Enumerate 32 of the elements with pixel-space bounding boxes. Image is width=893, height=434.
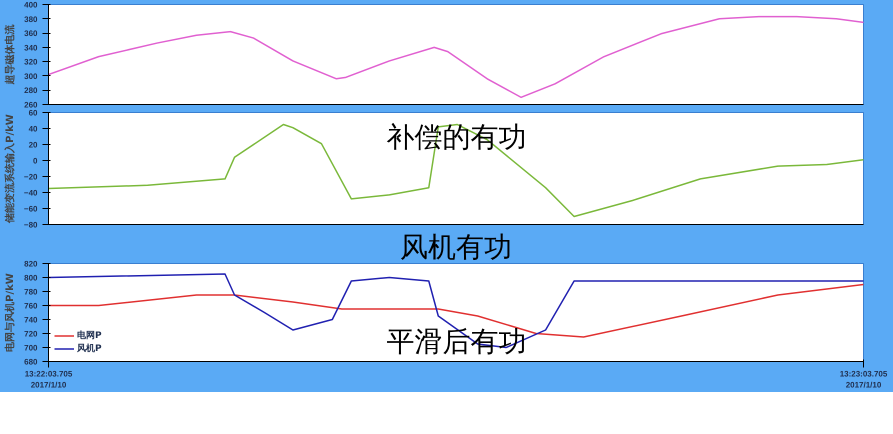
legend-label: 风机P <box>77 342 102 355</box>
y-tick-label: 720 <box>24 330 38 338</box>
y-tick-label: −80 <box>24 220 38 230</box>
y-tick-label: 260 <box>24 100 38 110</box>
y-tick-label: −60 <box>24 204 38 214</box>
y-tick-label: 360 <box>24 29 38 38</box>
x-tick-label: 13:22:03.705 2017/1/10 <box>24 370 73 390</box>
y-axis-title: 电网与风机P/kW <box>4 273 16 352</box>
y-tick-label: 820 <box>24 260 38 268</box>
y-tick-label: 60 <box>28 108 38 118</box>
y-tick-label: 20 <box>28 140 38 150</box>
y-tick-label: 300 <box>24 72 38 81</box>
y-tick-label: 340 <box>24 43 38 52</box>
y-tick-label: −40 <box>24 188 38 198</box>
y-tick-label: 780 <box>24 288 38 296</box>
y-axis-title: 储能变流系统输入P/kW <box>4 114 16 224</box>
y-tick-label: 0 <box>33 156 38 166</box>
legend-label: 电网P <box>77 329 102 342</box>
annotation: 风机有功 <box>400 230 512 264</box>
y-tick-label: 680 <box>24 358 38 366</box>
y-tick-label: 40 <box>28 124 38 134</box>
y-axis-title: 超导磁体电流 <box>4 24 16 86</box>
y-tick-label: 700 <box>24 344 38 352</box>
y-tick-label: 320 <box>24 58 38 67</box>
y-tick-label: 380 <box>24 14 38 24</box>
y-tick-label: 800 <box>24 274 38 282</box>
y-tick-label: 740 <box>24 316 38 324</box>
y-tick-label: 280 <box>24 86 38 96</box>
y-tick-label: 760 <box>24 302 38 310</box>
y-tick-label: 400 <box>24 0 38 10</box>
y-tick-label: −20 <box>24 172 38 182</box>
x-tick-label: 13:23:03.705 2017/1/10 <box>840 370 888 390</box>
